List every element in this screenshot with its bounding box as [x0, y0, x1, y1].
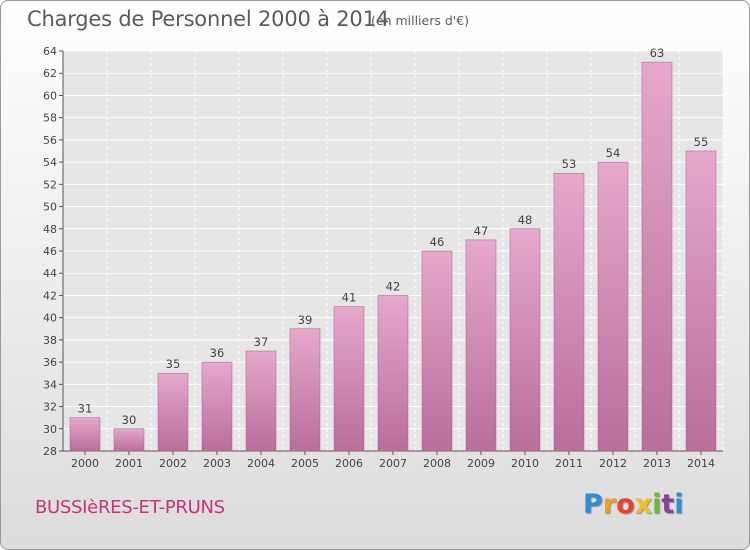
bar-2014 [685, 150, 717, 452]
data-label-2005: 39 [298, 313, 313, 327]
x-tick-label: 2005 [291, 457, 319, 470]
chart-title: Charges de Personnel 2000 à 2014 [27, 7, 389, 31]
data-label-2010: 48 [518, 213, 533, 227]
x-tick-label: 2008 [423, 457, 451, 470]
chart-subtitle: (en milliers d'€) [371, 13, 470, 28]
data-label-2007: 42 [386, 279, 401, 293]
x-tick-label: 2003 [203, 457, 231, 470]
y-tick-label: 28 [43, 445, 57, 458]
x-tick-label: 2014 [687, 457, 715, 470]
y-tick-label: 50 [43, 201, 57, 214]
x-tick-label: 2010 [511, 457, 539, 470]
x-tick-label: 2000 [71, 457, 99, 470]
data-label-2002: 35 [166, 357, 181, 371]
y-tick-label: 56 [43, 134, 57, 147]
x-tick-label: 2013 [643, 457, 671, 470]
logo-letter: i [674, 489, 684, 520]
bar-2009 [465, 239, 497, 452]
proxiti-logo: Proxiti [583, 489, 684, 520]
logo-letter: x [634, 489, 653, 520]
y-tick-label: 46 [43, 245, 57, 258]
data-label-2000: 31 [78, 402, 93, 416]
y-tick-label: 34 [43, 378, 57, 391]
bar-2010 [509, 228, 541, 452]
logo-letter: o [616, 489, 635, 520]
y-tick-label: 64 [43, 45, 57, 58]
logo-letter: r [602, 489, 617, 520]
y-tick-label: 32 [43, 401, 57, 414]
bar-2005 [289, 328, 321, 452]
bar-2007 [377, 295, 409, 452]
bar-2001 [113, 428, 145, 452]
data-label-2001: 30 [122, 413, 137, 427]
x-tick-label: 2009 [467, 457, 495, 470]
bar-2013 [641, 61, 673, 452]
x-tick-label: 2011 [555, 457, 583, 470]
bar-2003 [201, 361, 233, 452]
logo-letter: t [661, 489, 675, 520]
commune-name: BUSSIèRES-ET-PRUNS [35, 497, 225, 518]
bar-2012 [597, 161, 629, 452]
y-tick-label: 54 [43, 156, 57, 169]
data-labels: 31 30 35 36 37 39 41 42 46 47 48 53 54 63 55 [78, 46, 709, 427]
y-tick-label: 60 [43, 89, 57, 102]
x-tick-label: 2006 [335, 457, 363, 470]
x-tick-label: 2007 [379, 457, 407, 470]
x-tick-label: 2004 [247, 457, 275, 470]
x-tick-label: 2001 [115, 457, 143, 470]
data-label-2003: 36 [210, 346, 225, 360]
bars [69, 61, 717, 452]
bar-2006 [333, 306, 365, 452]
data-label-2011: 53 [562, 157, 577, 171]
x-tick-label: 2002 [159, 457, 187, 470]
x-tick-label: 2012 [599, 457, 627, 470]
y-tick-label: 48 [43, 223, 57, 236]
bar-2004 [245, 350, 277, 452]
y-tick-label: 58 [43, 112, 57, 125]
data-label-2014: 55 [694, 135, 709, 149]
y-tick-label: 30 [43, 423, 57, 436]
y-tick-label: 36 [43, 356, 57, 369]
y-tick-label: 38 [43, 334, 57, 347]
data-label-2013: 63 [650, 46, 665, 60]
data-label-2004: 37 [254, 335, 269, 349]
data-label-2006: 41 [342, 291, 357, 305]
bar-2002 [157, 372, 189, 452]
axes: 28 30 32 34 36 38 40 42 44 46 48 50 52 54 56 58 60 62 64 20… [43, 45, 723, 470]
logo-letter: P [583, 489, 603, 520]
y-tick-label: 42 [43, 289, 57, 302]
data-label-2012: 54 [606, 146, 621, 160]
bar-2008 [421, 250, 453, 452]
y-tick-label: 52 [43, 178, 57, 191]
logo-letter: i [652, 489, 662, 520]
data-label-2008: 46 [430, 235, 445, 249]
bar-2000 [69, 417, 101, 452]
y-tick-label: 62 [43, 67, 57, 80]
y-tick-label: 40 [43, 312, 57, 325]
bar-2011 [553, 172, 585, 452]
data-label-2009: 47 [474, 224, 489, 238]
y-tick-label: 44 [43, 267, 57, 280]
